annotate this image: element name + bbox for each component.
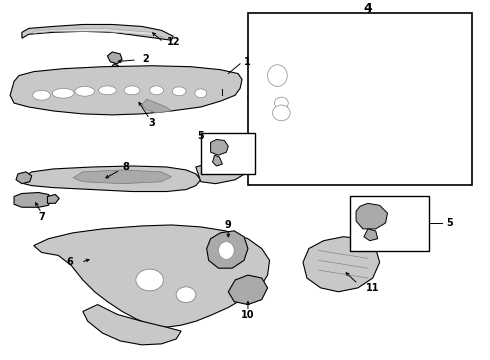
Polygon shape <box>24 166 201 192</box>
Text: 4: 4 <box>364 2 372 15</box>
Ellipse shape <box>219 242 234 259</box>
Polygon shape <box>10 66 242 115</box>
Polygon shape <box>356 203 388 229</box>
Text: 12: 12 <box>167 37 180 47</box>
Text: 6: 6 <box>66 257 73 267</box>
Polygon shape <box>112 64 120 73</box>
Polygon shape <box>297 99 466 123</box>
Polygon shape <box>207 231 248 268</box>
Ellipse shape <box>268 65 287 86</box>
Ellipse shape <box>52 88 74 98</box>
Polygon shape <box>107 52 122 64</box>
Text: 2: 2 <box>143 54 149 64</box>
Polygon shape <box>34 225 270 327</box>
Polygon shape <box>142 99 172 113</box>
Polygon shape <box>73 170 172 184</box>
Ellipse shape <box>75 86 95 96</box>
Polygon shape <box>228 275 268 305</box>
Polygon shape <box>305 140 339 160</box>
Text: 3: 3 <box>148 118 155 128</box>
Ellipse shape <box>274 97 288 109</box>
Text: 5: 5 <box>197 131 204 140</box>
Polygon shape <box>22 24 173 40</box>
Polygon shape <box>16 172 32 184</box>
Bar <box>248 13 472 185</box>
Ellipse shape <box>149 86 164 95</box>
Polygon shape <box>48 194 59 203</box>
Polygon shape <box>294 54 464 76</box>
Text: 7: 7 <box>38 212 45 222</box>
Ellipse shape <box>195 89 207 98</box>
Ellipse shape <box>124 86 140 95</box>
Ellipse shape <box>98 86 116 95</box>
Polygon shape <box>250 91 317 132</box>
Polygon shape <box>211 139 228 155</box>
Polygon shape <box>254 21 425 36</box>
Polygon shape <box>364 229 378 241</box>
Text: 5: 5 <box>446 218 453 228</box>
Ellipse shape <box>272 105 290 121</box>
Ellipse shape <box>136 269 164 291</box>
Polygon shape <box>252 138 291 160</box>
Bar <box>350 197 429 251</box>
Polygon shape <box>14 193 51 207</box>
Text: 11: 11 <box>366 283 379 293</box>
Polygon shape <box>217 72 232 89</box>
Polygon shape <box>34 28 164 37</box>
Polygon shape <box>196 157 250 184</box>
Text: 10: 10 <box>241 310 255 320</box>
Text: 8: 8 <box>122 162 129 172</box>
Polygon shape <box>248 48 314 121</box>
Ellipse shape <box>172 87 186 96</box>
Text: 9: 9 <box>225 220 232 230</box>
Text: 1: 1 <box>244 57 251 67</box>
Polygon shape <box>213 155 222 166</box>
Polygon shape <box>303 237 380 292</box>
Ellipse shape <box>33 90 50 100</box>
Polygon shape <box>83 305 181 345</box>
Bar <box>201 132 255 174</box>
Ellipse shape <box>176 287 196 303</box>
